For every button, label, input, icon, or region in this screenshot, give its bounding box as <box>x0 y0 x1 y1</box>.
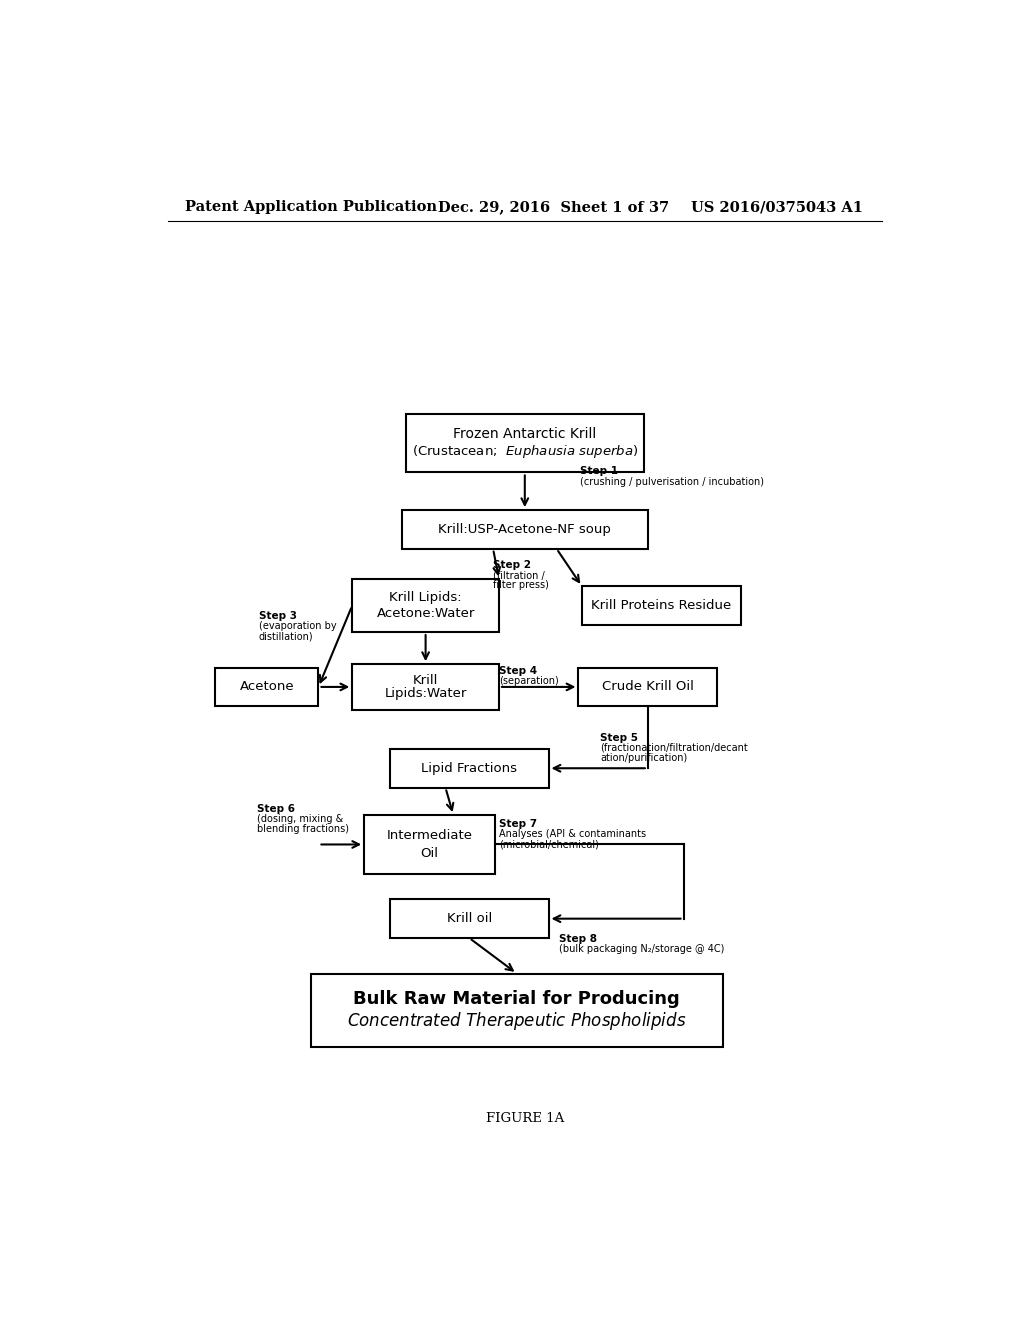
Text: Step 8: Step 8 <box>559 935 597 944</box>
Text: Frozen Antarctic Krill: Frozen Antarctic Krill <box>454 428 596 441</box>
Text: Step 3: Step 3 <box>259 611 297 620</box>
FancyBboxPatch shape <box>390 899 549 939</box>
Text: Lipid Fractions: Lipid Fractions <box>421 762 517 775</box>
Text: (bulk packaging N₂/storage @ 4C): (bulk packaging N₂/storage @ 4C) <box>559 944 724 954</box>
Text: (dosing, mixing &: (dosing, mixing & <box>257 814 343 824</box>
FancyBboxPatch shape <box>352 664 499 710</box>
Text: Acetone:Water: Acetone:Water <box>377 607 475 620</box>
Text: US 2016/0375043 A1: US 2016/0375043 A1 <box>691 201 863 214</box>
Text: Crude Krill Oil: Crude Krill Oil <box>602 680 693 693</box>
FancyBboxPatch shape <box>352 579 499 632</box>
Text: Step 1: Step 1 <box>581 466 618 477</box>
Text: (filtration /: (filtration / <box>494 570 545 579</box>
Text: Krill:USP-Acetone-NF soup: Krill:USP-Acetone-NF soup <box>438 523 611 536</box>
FancyBboxPatch shape <box>406 413 644 473</box>
Text: (evaporation by: (evaporation by <box>259 620 337 631</box>
Text: (Crustacean;  $\it{Euphausia\ superba)}$: (Crustacean; $\it{Euphausia\ superba)}$ <box>412 444 638 461</box>
Text: Krill: Krill <box>413 673 438 686</box>
Text: $\it{Concentrated\ Therapeutic\ Phospholipids}$: $\it{Concentrated\ Therapeutic\ Phosphol… <box>347 1010 686 1032</box>
Text: Acetone: Acetone <box>240 680 294 693</box>
Text: Step 2: Step 2 <box>494 560 531 570</box>
FancyBboxPatch shape <box>215 668 318 706</box>
FancyBboxPatch shape <box>310 974 723 1047</box>
Text: Krill Lipids:: Krill Lipids: <box>389 591 462 605</box>
Text: Step 7: Step 7 <box>500 820 538 829</box>
Text: distillation): distillation) <box>259 631 313 642</box>
FancyBboxPatch shape <box>582 586 740 624</box>
Text: FIGURE 1A: FIGURE 1A <box>485 1113 564 1126</box>
Text: (microbial/chemical): (microbial/chemical) <box>500 840 599 850</box>
Text: Step 5: Step 5 <box>600 733 638 743</box>
FancyBboxPatch shape <box>401 510 648 549</box>
Text: Analyses (API & contaminants: Analyses (API & contaminants <box>500 829 646 840</box>
Text: Step 6: Step 6 <box>257 804 295 814</box>
Text: Dec. 29, 2016  Sheet 1 of 37: Dec. 29, 2016 Sheet 1 of 37 <box>437 201 669 214</box>
Text: Krill Proteins Residue: Krill Proteins Residue <box>591 599 731 612</box>
FancyBboxPatch shape <box>365 814 495 874</box>
Text: Oil: Oil <box>421 847 438 859</box>
FancyBboxPatch shape <box>579 668 717 706</box>
Text: Lipids:Water: Lipids:Water <box>384 688 467 701</box>
Text: Intermediate: Intermediate <box>387 829 472 842</box>
Text: Step 4: Step 4 <box>500 665 538 676</box>
Text: Patent Application Publication: Patent Application Publication <box>185 201 437 214</box>
Text: blending fractions): blending fractions) <box>257 824 348 834</box>
FancyBboxPatch shape <box>390 748 549 788</box>
Text: ation/purification): ation/purification) <box>600 754 687 763</box>
Text: (separation): (separation) <box>500 676 559 686</box>
Text: (crushing / pulverisation / incubation): (crushing / pulverisation / incubation) <box>581 477 764 487</box>
Text: Bulk Raw Material for Producing: Bulk Raw Material for Producing <box>353 990 680 1008</box>
Text: Krill oil: Krill oil <box>446 912 492 925</box>
Text: filter press): filter press) <box>494 581 549 590</box>
Text: (fractionation/filtration/decant: (fractionation/filtration/decant <box>600 743 748 752</box>
